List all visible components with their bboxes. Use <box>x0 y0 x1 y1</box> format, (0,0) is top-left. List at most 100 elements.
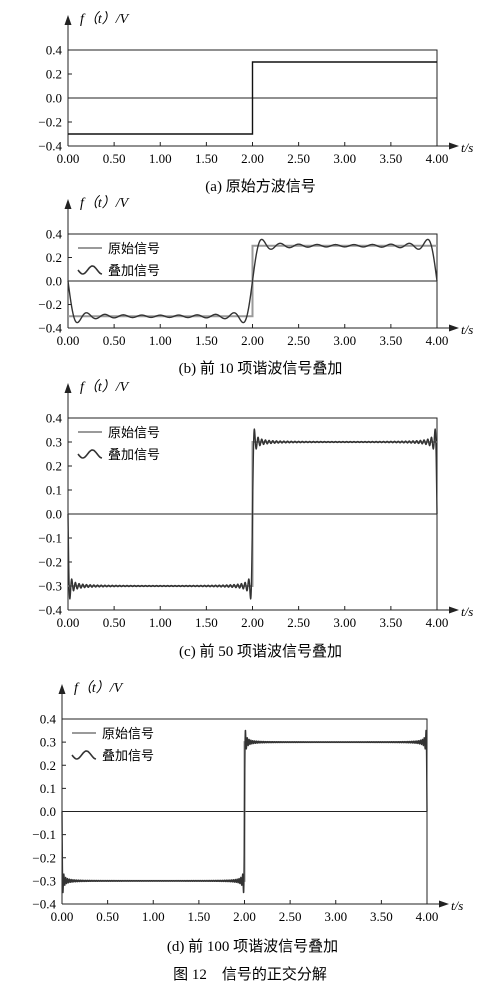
x-tick-label: 1.50 <box>195 615 218 630</box>
x-tick-label: 0.50 <box>103 151 126 166</box>
y-axis-label: f（t）/V <box>80 195 130 211</box>
x-axis-arrow <box>449 324 459 332</box>
legend-label-original: 原始信号 <box>108 241 160 256</box>
x-tick-label: 4.00 <box>426 615 449 630</box>
series-superposed-line <box>67 428 438 600</box>
y-tick-label: −0.2 <box>38 555 62 570</box>
y-tick-label: 0.2 <box>46 250 62 265</box>
chart-panel: 0.00 0.50 1.00 1.50 2.00 2.50 3.00 3.50 4.00 0.4 0… <box>38 195 473 377</box>
x-tick-label: 0.50 <box>103 615 126 630</box>
y-axis-arrow <box>64 199 72 209</box>
x-tick-label: 0.50 <box>103 333 126 348</box>
figure-caption: 图 12 信号的正交分解 <box>173 965 327 983</box>
y-axis-label: f（t）/V <box>80 11 130 27</box>
legend-label-original: 原始信号 <box>108 425 160 440</box>
chart-panel: 0.00 0.50 1.00 1.50 2.00 2.50 3.00 3.50 4.00 0.4 0… <box>38 379 473 660</box>
x-tick-label: 3.00 <box>333 615 356 630</box>
x-tick-label: 4.00 <box>416 909 439 924</box>
x-tick-label: 1.00 <box>142 909 165 924</box>
plot-frame <box>68 233 438 328</box>
x-tick-label: 2.00 <box>241 151 264 166</box>
y-tick-label: 0.4 <box>46 411 63 426</box>
x-tick-label: 2.00 <box>241 615 264 630</box>
y-tick-label: 0.0 <box>46 507 62 522</box>
x-tick-label: 2.50 <box>279 909 302 924</box>
x-axis-arrow <box>439 900 449 908</box>
x-tick-label: 1.00 <box>149 151 172 166</box>
y-tick-label: 0.2 <box>46 67 62 82</box>
x-tick-label: 1.00 <box>149 333 172 348</box>
x-tick-label: 0.00 <box>57 615 80 630</box>
y-axis-arrow <box>64 15 72 25</box>
subplot-caption: (a) 原始方波信号 <box>205 178 315 195</box>
y-axis-label: f（t）/V <box>80 379 130 395</box>
y-axis-arrow <box>64 383 72 393</box>
x-tick-label: 0.00 <box>57 151 80 166</box>
chart-panel: 0.00 0.50 1.00 1.50 2.00 2.50 3.00 3.50 4.00 0.4 0… <box>32 680 463 955</box>
series-square-wave-line <box>68 61 437 135</box>
y-axis-arrow <box>58 684 66 694</box>
x-axis-label: t/s <box>451 898 463 913</box>
x-tick-label: 4.00 <box>426 333 449 348</box>
x-tick-label: 3.50 <box>380 333 403 348</box>
x-tick-label: 2.50 <box>287 151 310 166</box>
y-tick-label: 0.0 <box>46 274 62 289</box>
x-tick-label: 2.50 <box>287 333 310 348</box>
y-tick-label: 0.2 <box>40 758 56 773</box>
series-superposed-line <box>67 238 438 324</box>
x-axis-label: t/s <box>461 322 473 337</box>
y-tick-label: 0.3 <box>46 435 62 450</box>
legend-label-superposed: 叠加信号 <box>102 748 154 763</box>
chart-panel: 0.00 0.50 1.00 1.50 2.00 2.50 3.00 3.50 4.00 0.4 0… <box>38 11 473 195</box>
x-axis-label: t/s <box>461 140 473 155</box>
y-tick-label: −0.3 <box>32 873 56 888</box>
subplot-caption: (d) 前 100 项谐波信号叠加 <box>167 938 338 955</box>
y-tick-label: 0.1 <box>40 781 56 796</box>
x-tick-label: 4.00 <box>426 151 449 166</box>
x-tick-label: 3.00 <box>333 151 356 166</box>
series-superposed-line <box>61 729 428 894</box>
y-tick-label: −0.4 <box>32 897 56 912</box>
legend-label-superposed: 叠加信号 <box>108 447 160 462</box>
y-tick-label: 0.0 <box>40 804 56 819</box>
legend-label-original: 原始信号 <box>102 726 154 741</box>
x-axis-label: t/s <box>461 604 473 619</box>
plot-frame <box>68 49 438 146</box>
x-tick-label: 0.00 <box>57 333 80 348</box>
y-tick-label: −0.1 <box>32 827 56 842</box>
y-tick-label: −0.2 <box>32 850 56 865</box>
x-tick-label: 1.50 <box>195 333 218 348</box>
y-tick-label: −0.4 <box>38 321 62 336</box>
y-tick-label: 0.4 <box>46 43 63 58</box>
x-tick-label: 2.50 <box>287 615 310 630</box>
y-tick-label: 0.1 <box>46 483 62 498</box>
legend-swatch-superposed <box>71 750 97 760</box>
y-tick-label: 0.2 <box>46 459 62 474</box>
x-tick-label: 3.00 <box>333 333 356 348</box>
y-tick-label: −0.2 <box>38 297 62 312</box>
y-tick-label: 0.3 <box>40 735 56 750</box>
y-axis-label: f（t）/V <box>74 680 124 696</box>
x-tick-label: 2.00 <box>241 333 264 348</box>
x-tick-label: 3.50 <box>380 151 403 166</box>
subplot-caption: (b) 前 10 项谐波信号叠加 <box>179 360 343 377</box>
y-tick-label: −0.1 <box>38 531 62 546</box>
legend-swatch-superposed <box>77 449 103 459</box>
x-tick-label: 3.50 <box>370 909 393 924</box>
x-tick-label: 0.50 <box>96 909 119 924</box>
x-tick-label: 1.50 <box>188 909 211 924</box>
y-tick-label: −0.4 <box>38 603 62 618</box>
subplot-caption: (c) 前 50 项谐波信号叠加 <box>179 643 342 660</box>
x-tick-label: 1.50 <box>195 151 218 166</box>
y-tick-label: −0.2 <box>38 115 62 130</box>
x-axis-arrow <box>449 142 459 150</box>
y-tick-label: −0.4 <box>38 139 62 154</box>
x-tick-label: 3.00 <box>324 909 347 924</box>
x-axis-arrow <box>449 606 459 614</box>
x-tick-label: 0.00 <box>51 909 74 924</box>
y-tick-label: 0.0 <box>46 91 62 106</box>
y-tick-label: 0.4 <box>46 227 63 242</box>
y-tick-label: 0.4 <box>40 712 57 727</box>
y-tick-label: −0.3 <box>38 579 62 594</box>
